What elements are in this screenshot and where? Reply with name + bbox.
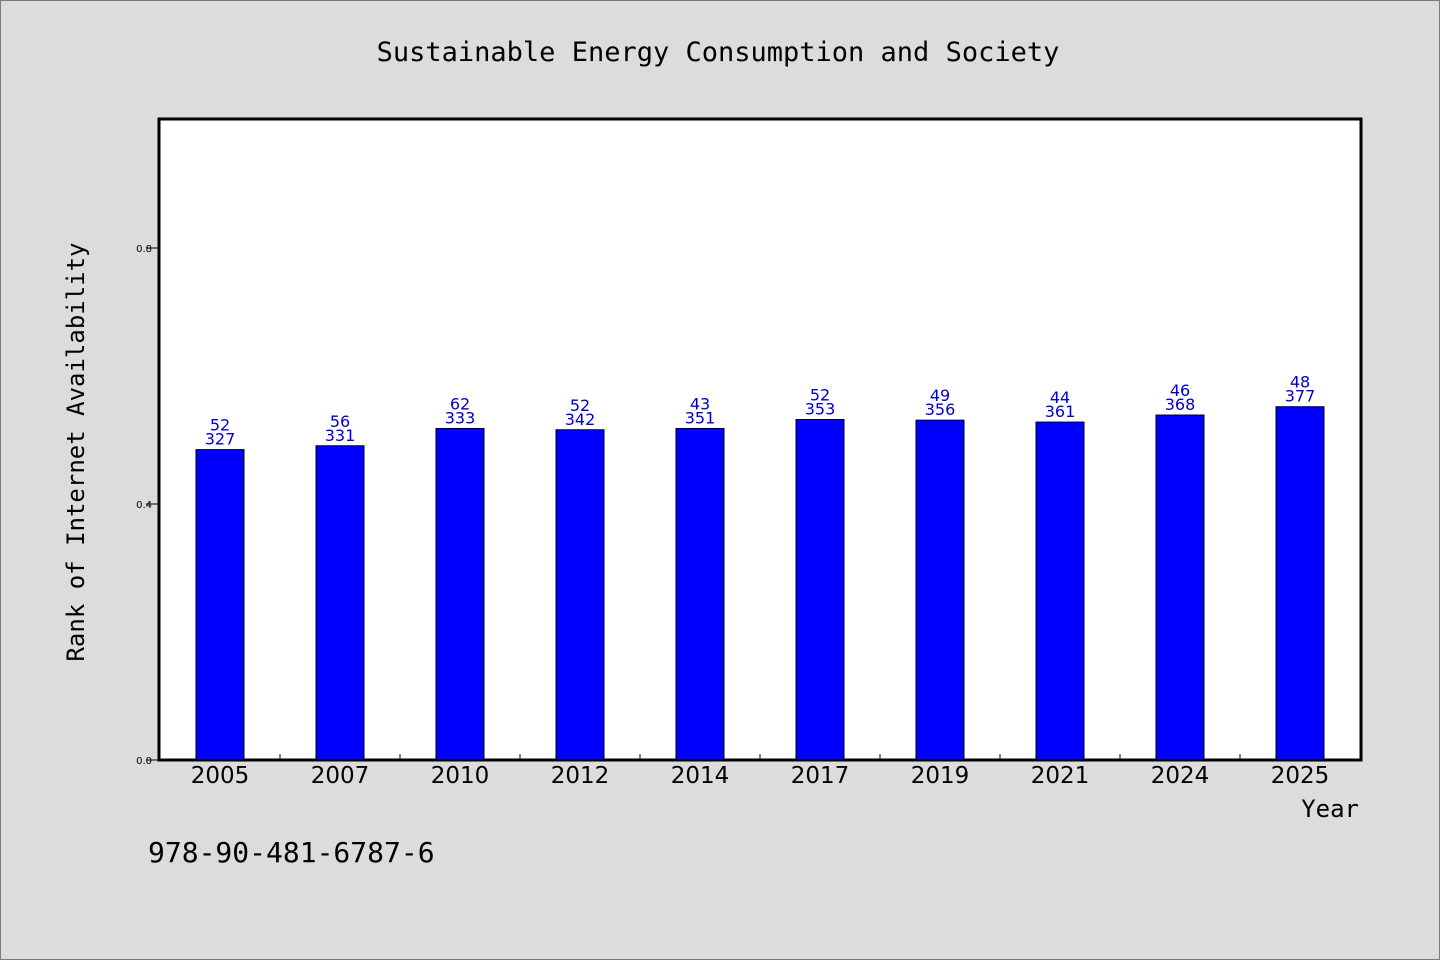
bar-label-bottom-2021: 361 <box>1045 402 1076 421</box>
bars-layer <box>195 406 1325 761</box>
bar-label-top-2024: 46 <box>1170 381 1190 400</box>
bar-label-top-2025: 48 <box>1290 373 1310 392</box>
x-tick-label-2005: 2005 <box>191 763 250 789</box>
y-tick-label-0.0: 0.0 <box>136 756 152 767</box>
bar-2019 <box>915 419 965 761</box>
chart-title: Sustainable Energy Consumption and Socie… <box>377 37 1060 68</box>
bar-label-bottom-2017: 353 <box>805 400 836 419</box>
x-tick-label-2019: 2019 <box>911 763 970 789</box>
y-tick-label-0.8: 0.8 <box>136 244 152 255</box>
x-tick-label-2014: 2014 <box>671 763 730 789</box>
bar-label-top-2019: 49 <box>930 386 950 405</box>
y-axis-label: Rank of Internet Availability <box>62 242 90 661</box>
bar-2012 <box>555 429 605 761</box>
bar-label-bottom-2014: 351 <box>685 408 716 427</box>
x-tick-label-2007: 2007 <box>311 763 370 789</box>
bar-labels-layer: 5232756331623335234243351523534935644361… <box>205 373 1316 449</box>
x-tick-label-2024: 2024 <box>1151 763 1210 789</box>
bar-2025 <box>1275 406 1325 761</box>
y-tick-label-0.4: 0.4 <box>136 500 152 511</box>
bar-label-bottom-2010: 333 <box>445 408 476 427</box>
bar-label-top-2005: 52 <box>210 416 230 435</box>
bar-label-top-2010: 62 <box>450 394 470 413</box>
x-axis: 2005 2007 2010 2012 2014 2017 2019 2021 2024 2025 <box>191 754 1330 789</box>
x-tick-label-2010: 2010 <box>431 763 490 789</box>
bar-label-top-2014: 43 <box>690 394 710 413</box>
bar-label-bottom-2005: 327 <box>205 430 236 449</box>
bar-label-top-2021: 44 <box>1050 388 1070 407</box>
footer-isbn: 978-90-481-6787-6 <box>148 836 435 869</box>
bar-label-top-2012: 52 <box>570 396 590 415</box>
x-axis-label: Year <box>1301 795 1359 823</box>
y-axis: 0.0 0.4 0.8 <box>136 244 160 767</box>
x-tick-label-2012: 2012 <box>551 763 610 789</box>
x-tick-label-2025: 2025 <box>1271 763 1330 789</box>
bar-label-bottom-2024: 368 <box>1165 395 1196 414</box>
x-tick-label-2017: 2017 <box>791 763 850 789</box>
bar-2021 <box>1035 421 1085 761</box>
x-tick-label-2021: 2021 <box>1031 763 1090 789</box>
bar-2007 <box>315 445 365 761</box>
bar-2014 <box>675 427 725 761</box>
bar-label-bottom-2025: 377 <box>1285 387 1316 406</box>
bar-2017 <box>795 419 845 761</box>
bar-label-top-2017: 52 <box>810 386 830 405</box>
bar-2005 <box>195 449 245 761</box>
bar-2024 <box>1155 414 1205 761</box>
bar-label-top-2007: 56 <box>330 412 350 431</box>
bar-label-bottom-2012: 342 <box>565 410 596 429</box>
bar-2010 <box>435 427 485 761</box>
bar-label-bottom-2019: 356 <box>925 400 956 419</box>
bar-label-bottom-2007: 331 <box>325 426 356 445</box>
